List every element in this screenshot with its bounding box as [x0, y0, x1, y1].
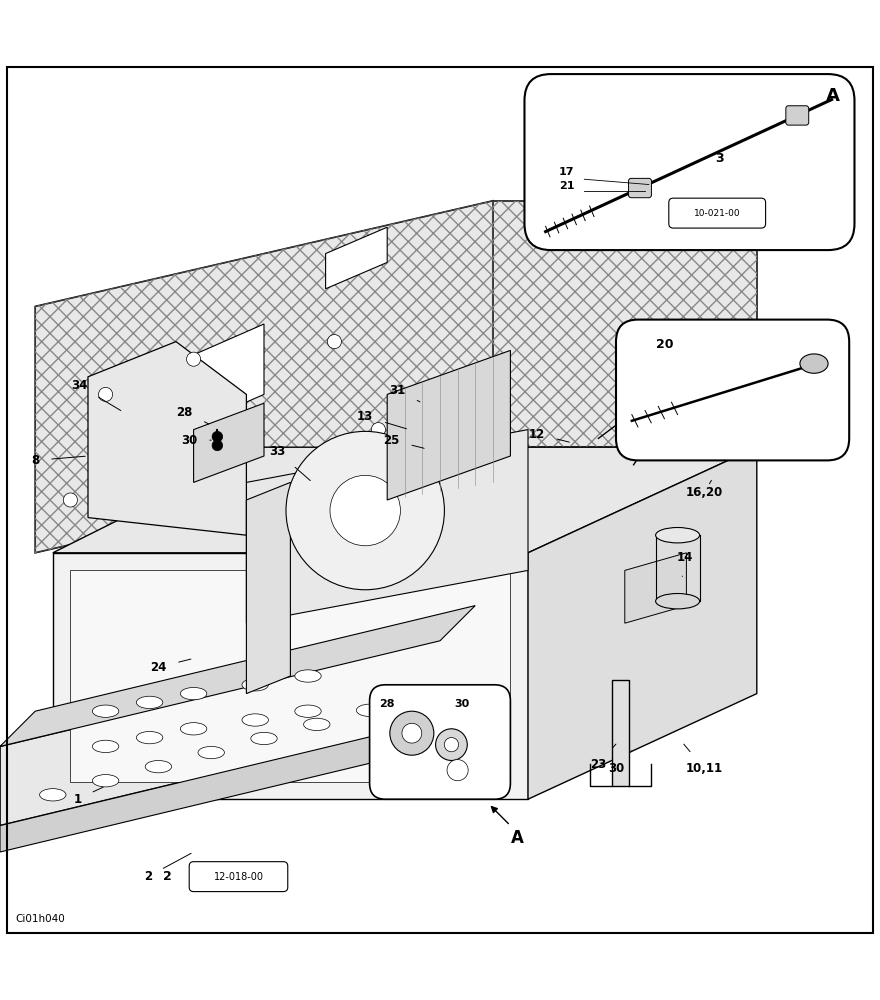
Text: 13: 13 [357, 410, 407, 429]
Circle shape [330, 475, 400, 546]
Text: 2: 2 [143, 853, 191, 883]
Polygon shape [0, 606, 475, 746]
Polygon shape [387, 350, 510, 500]
Text: Ci01h040: Ci01h040 [16, 914, 66, 924]
Text: 12: 12 [529, 428, 569, 442]
Ellipse shape [145, 760, 172, 773]
Circle shape [444, 738, 458, 752]
FancyBboxPatch shape [616, 320, 849, 460]
FancyBboxPatch shape [786, 106, 809, 125]
Ellipse shape [180, 687, 207, 700]
Text: 34: 34 [71, 379, 121, 411]
Polygon shape [528, 447, 757, 799]
Circle shape [402, 723, 422, 743]
Text: 3: 3 [715, 152, 724, 165]
Circle shape [212, 440, 223, 451]
Text: 10,11: 10,11 [684, 744, 722, 775]
Ellipse shape [304, 718, 330, 731]
Text: 30: 30 [181, 434, 211, 447]
Ellipse shape [92, 705, 119, 717]
Text: 28: 28 [379, 699, 395, 709]
Text: 17: 17 [559, 167, 575, 177]
Ellipse shape [242, 679, 268, 691]
Ellipse shape [136, 731, 163, 744]
Polygon shape [612, 680, 629, 786]
Text: 24: 24 [150, 659, 191, 674]
Ellipse shape [92, 775, 119, 787]
Text: 12-018-00: 12-018-00 [214, 872, 263, 882]
Polygon shape [194, 403, 264, 482]
Text: 2: 2 [163, 870, 172, 883]
Polygon shape [123, 324, 264, 456]
Polygon shape [0, 720, 440, 852]
Circle shape [63, 493, 77, 507]
Circle shape [286, 431, 444, 590]
Polygon shape [246, 430, 528, 623]
Polygon shape [70, 570, 510, 782]
Ellipse shape [198, 746, 224, 759]
Circle shape [212, 431, 223, 442]
Ellipse shape [92, 740, 119, 753]
Circle shape [447, 760, 468, 781]
FancyBboxPatch shape [370, 685, 510, 799]
FancyBboxPatch shape [189, 862, 288, 892]
Text: 16,20: 16,20 [686, 480, 722, 499]
Ellipse shape [251, 732, 277, 745]
Ellipse shape [800, 354, 828, 373]
Text: A: A [825, 87, 840, 105]
Polygon shape [35, 201, 493, 553]
Circle shape [327, 335, 341, 349]
Polygon shape [53, 447, 757, 553]
Text: 23: 23 [590, 744, 616, 770]
Ellipse shape [356, 704, 383, 716]
FancyBboxPatch shape [524, 74, 854, 250]
Text: 31: 31 [390, 383, 420, 402]
Text: A: A [511, 829, 524, 847]
Text: 8: 8 [31, 454, 85, 467]
Polygon shape [0, 641, 440, 826]
Polygon shape [625, 553, 686, 623]
Circle shape [371, 423, 385, 437]
Polygon shape [246, 482, 290, 694]
Ellipse shape [180, 723, 207, 735]
Ellipse shape [295, 670, 321, 682]
Ellipse shape [136, 696, 163, 709]
FancyBboxPatch shape [669, 198, 766, 228]
Text: 10-021-00: 10-021-00 [694, 209, 740, 218]
Ellipse shape [295, 705, 321, 717]
Text: 1: 1 [73, 787, 103, 806]
Text: 25: 25 [384, 434, 424, 448]
FancyBboxPatch shape [628, 178, 651, 198]
Circle shape [390, 711, 434, 755]
Text: 28: 28 [177, 406, 209, 424]
Text: 14: 14 [677, 551, 693, 576]
Polygon shape [326, 227, 387, 289]
Polygon shape [53, 553, 528, 799]
Ellipse shape [656, 593, 700, 609]
Text: 20: 20 [656, 338, 673, 351]
Ellipse shape [656, 528, 700, 543]
Ellipse shape [40, 789, 66, 801]
Text: 30: 30 [454, 699, 470, 709]
Text: 33: 33 [269, 445, 311, 481]
Text: 30: 30 [608, 751, 632, 775]
Polygon shape [493, 201, 757, 447]
Polygon shape [88, 342, 246, 535]
Circle shape [187, 352, 201, 366]
Text: 21: 21 [559, 181, 575, 191]
Circle shape [436, 729, 467, 760]
Circle shape [99, 387, 113, 401]
Ellipse shape [242, 714, 268, 726]
